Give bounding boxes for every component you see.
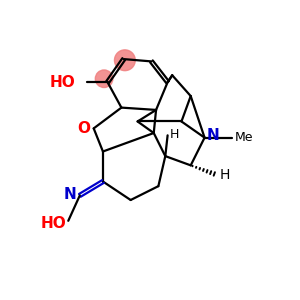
- Circle shape: [115, 50, 135, 70]
- Text: H: H: [170, 128, 179, 141]
- Circle shape: [95, 70, 113, 88]
- Text: N: N: [64, 187, 76, 202]
- Text: HO: HO: [40, 216, 66, 231]
- Text: HO: HO: [50, 75, 75, 90]
- Text: N: N: [207, 128, 220, 143]
- Text: H: H: [220, 168, 230, 182]
- Text: O: O: [77, 121, 90, 136]
- Text: Me: Me: [235, 131, 253, 144]
